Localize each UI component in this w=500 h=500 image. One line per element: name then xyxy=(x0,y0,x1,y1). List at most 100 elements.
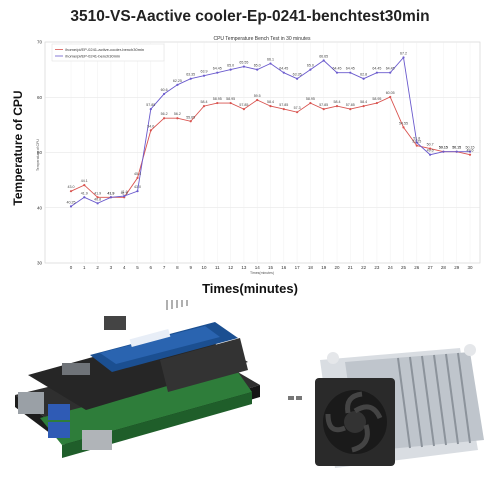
series-point-2 xyxy=(163,92,166,96)
series-point-2 xyxy=(242,65,245,68)
series-point-2 xyxy=(256,68,259,71)
data-label-1: 56.2 xyxy=(161,112,168,116)
series-point-1 xyxy=(269,104,272,108)
data-label-2: 64.45 xyxy=(372,67,381,71)
data-label-1: 58.95 xyxy=(306,97,315,101)
x-tick-label: 1 xyxy=(83,265,86,270)
x-tick-label: 4 xyxy=(123,265,126,270)
data-label-2: 64.45 xyxy=(279,67,288,71)
data-label-2: 50.15 xyxy=(452,146,461,150)
y-tick-label: 60 xyxy=(37,95,43,100)
data-label-1: 51.25 xyxy=(412,140,421,144)
series-point-2 xyxy=(468,150,472,153)
data-label-2: 65.0 xyxy=(254,64,261,68)
data-label-2: 65.0 xyxy=(307,64,314,68)
series-point-1 xyxy=(242,108,245,111)
chart-inner-ylabel: Temperature of CPU xyxy=(36,139,40,171)
series-point-2 xyxy=(176,83,179,86)
chart-series-points xyxy=(69,56,472,208)
data-label-1: 58.4 xyxy=(267,100,274,104)
data-label-1: 49.6 xyxy=(467,149,474,153)
series-point-2 xyxy=(309,68,312,71)
y-tick-label: 30 xyxy=(37,261,43,266)
data-label-2: 43.0 xyxy=(134,185,141,189)
data-label-1: 58.4 xyxy=(201,100,208,104)
x-tick-label: 28 xyxy=(441,265,447,270)
data-label-2: 64.45 xyxy=(386,67,395,71)
data-label-2: 62.8 xyxy=(360,73,367,77)
data-label-1: 60.05 xyxy=(386,91,395,95)
x-tick-label: 27 xyxy=(428,265,434,270)
data-label-1: 50.7 xyxy=(427,143,434,147)
data-label-1: 50.15 xyxy=(439,146,448,150)
x-tick-label: 7 xyxy=(163,265,166,270)
data-label-2: 64.45 xyxy=(333,67,342,71)
series-point-1 xyxy=(216,101,219,105)
data-label-2: 65.0 xyxy=(227,64,234,68)
series-point-1 xyxy=(402,126,405,129)
y-tick-label: 50 xyxy=(37,150,43,155)
series-point-2 xyxy=(389,71,392,74)
series-point-2 xyxy=(202,74,206,77)
legend-series-2: /home/pi/EP-0241-bench30min xyxy=(65,54,120,59)
data-label-2: 66.1 xyxy=(267,58,274,62)
data-label-2: 65.55 xyxy=(239,61,248,65)
x-tick-label: 30 xyxy=(467,265,473,270)
data-label-1: 55.65 xyxy=(186,115,195,119)
series-point-2 xyxy=(296,77,299,80)
series-point-1 xyxy=(349,108,352,111)
data-label-2: 40.25 xyxy=(67,200,76,204)
series-point-1 xyxy=(202,104,206,108)
data-label-2: 41.9 xyxy=(121,190,128,194)
series-point-1 xyxy=(309,101,312,105)
data-label-1: 44.1 xyxy=(81,179,88,183)
chart-legend: /home/pi/EP-0241-active-cooler-bench30mi… xyxy=(51,43,165,62)
series-point-1 xyxy=(468,153,472,156)
chart-grid xyxy=(45,41,480,264)
series-point-1 xyxy=(415,144,418,147)
data-label-1: 57.85 xyxy=(319,103,328,107)
data-label-1: 50.15 xyxy=(452,146,461,150)
series-point-2 xyxy=(96,202,99,205)
series-point-2 xyxy=(109,196,112,199)
series-point-1 xyxy=(322,108,325,111)
data-label-2: 62.25 xyxy=(173,79,182,83)
x-axis-title: Times(minutes) xyxy=(202,281,298,296)
data-label-2: 63.9 xyxy=(201,70,208,74)
data-label-1: 41.9 xyxy=(94,191,101,195)
data-label-2: 50.15 xyxy=(439,146,448,150)
data-label-2: 63.35 xyxy=(293,73,302,77)
data-label-1: 54.0 xyxy=(147,124,154,128)
series-point-1 xyxy=(163,117,166,120)
series-point-1 xyxy=(83,183,86,187)
data-label-2: 60.6 xyxy=(161,88,168,92)
x-tick-labels: 0 1 2 3 4 5 6 7 8 9 10 11 12 13 14 15 16 17 18 19 20 21 22 23 24… xyxy=(70,265,473,270)
series-point-2 xyxy=(269,62,272,65)
x-tick-label: 9 xyxy=(189,265,192,270)
x-tick-label: 5 xyxy=(136,265,139,270)
series-point-2 xyxy=(362,77,365,80)
data-label-1: 41.9 xyxy=(121,191,128,195)
series-point-1 xyxy=(362,104,365,108)
series-point-2 xyxy=(442,150,445,153)
chart-inner-title: CPU Temperature Bench Test in 30 minutes xyxy=(213,36,311,42)
y-axis-title: Temperature of CPU xyxy=(11,90,25,206)
x-tick-label: 0 xyxy=(70,265,73,270)
data-label-1: 57.85 xyxy=(279,103,288,107)
x-tick-label: 23 xyxy=(374,265,380,270)
series-point-1 xyxy=(375,101,378,105)
data-label-2: 41.9 xyxy=(107,191,114,195)
x-tick-label: 25 xyxy=(401,265,407,270)
series-point-1 xyxy=(189,120,192,123)
x-tick-label: 29 xyxy=(454,265,460,270)
raspberry-pi-board-icon xyxy=(15,300,260,458)
series-point-1 xyxy=(149,129,152,132)
series-point-1 xyxy=(389,95,392,99)
y-tick-labels: 30 40 50 60 70 xyxy=(37,40,43,266)
data-label-1: 45.4 xyxy=(134,172,141,176)
data-label-2: 66.65 xyxy=(319,55,328,59)
data-label-2: 50.15 xyxy=(466,146,475,150)
y-tick-label: 70 xyxy=(37,40,43,45)
x-tick-label: 3 xyxy=(110,265,113,270)
